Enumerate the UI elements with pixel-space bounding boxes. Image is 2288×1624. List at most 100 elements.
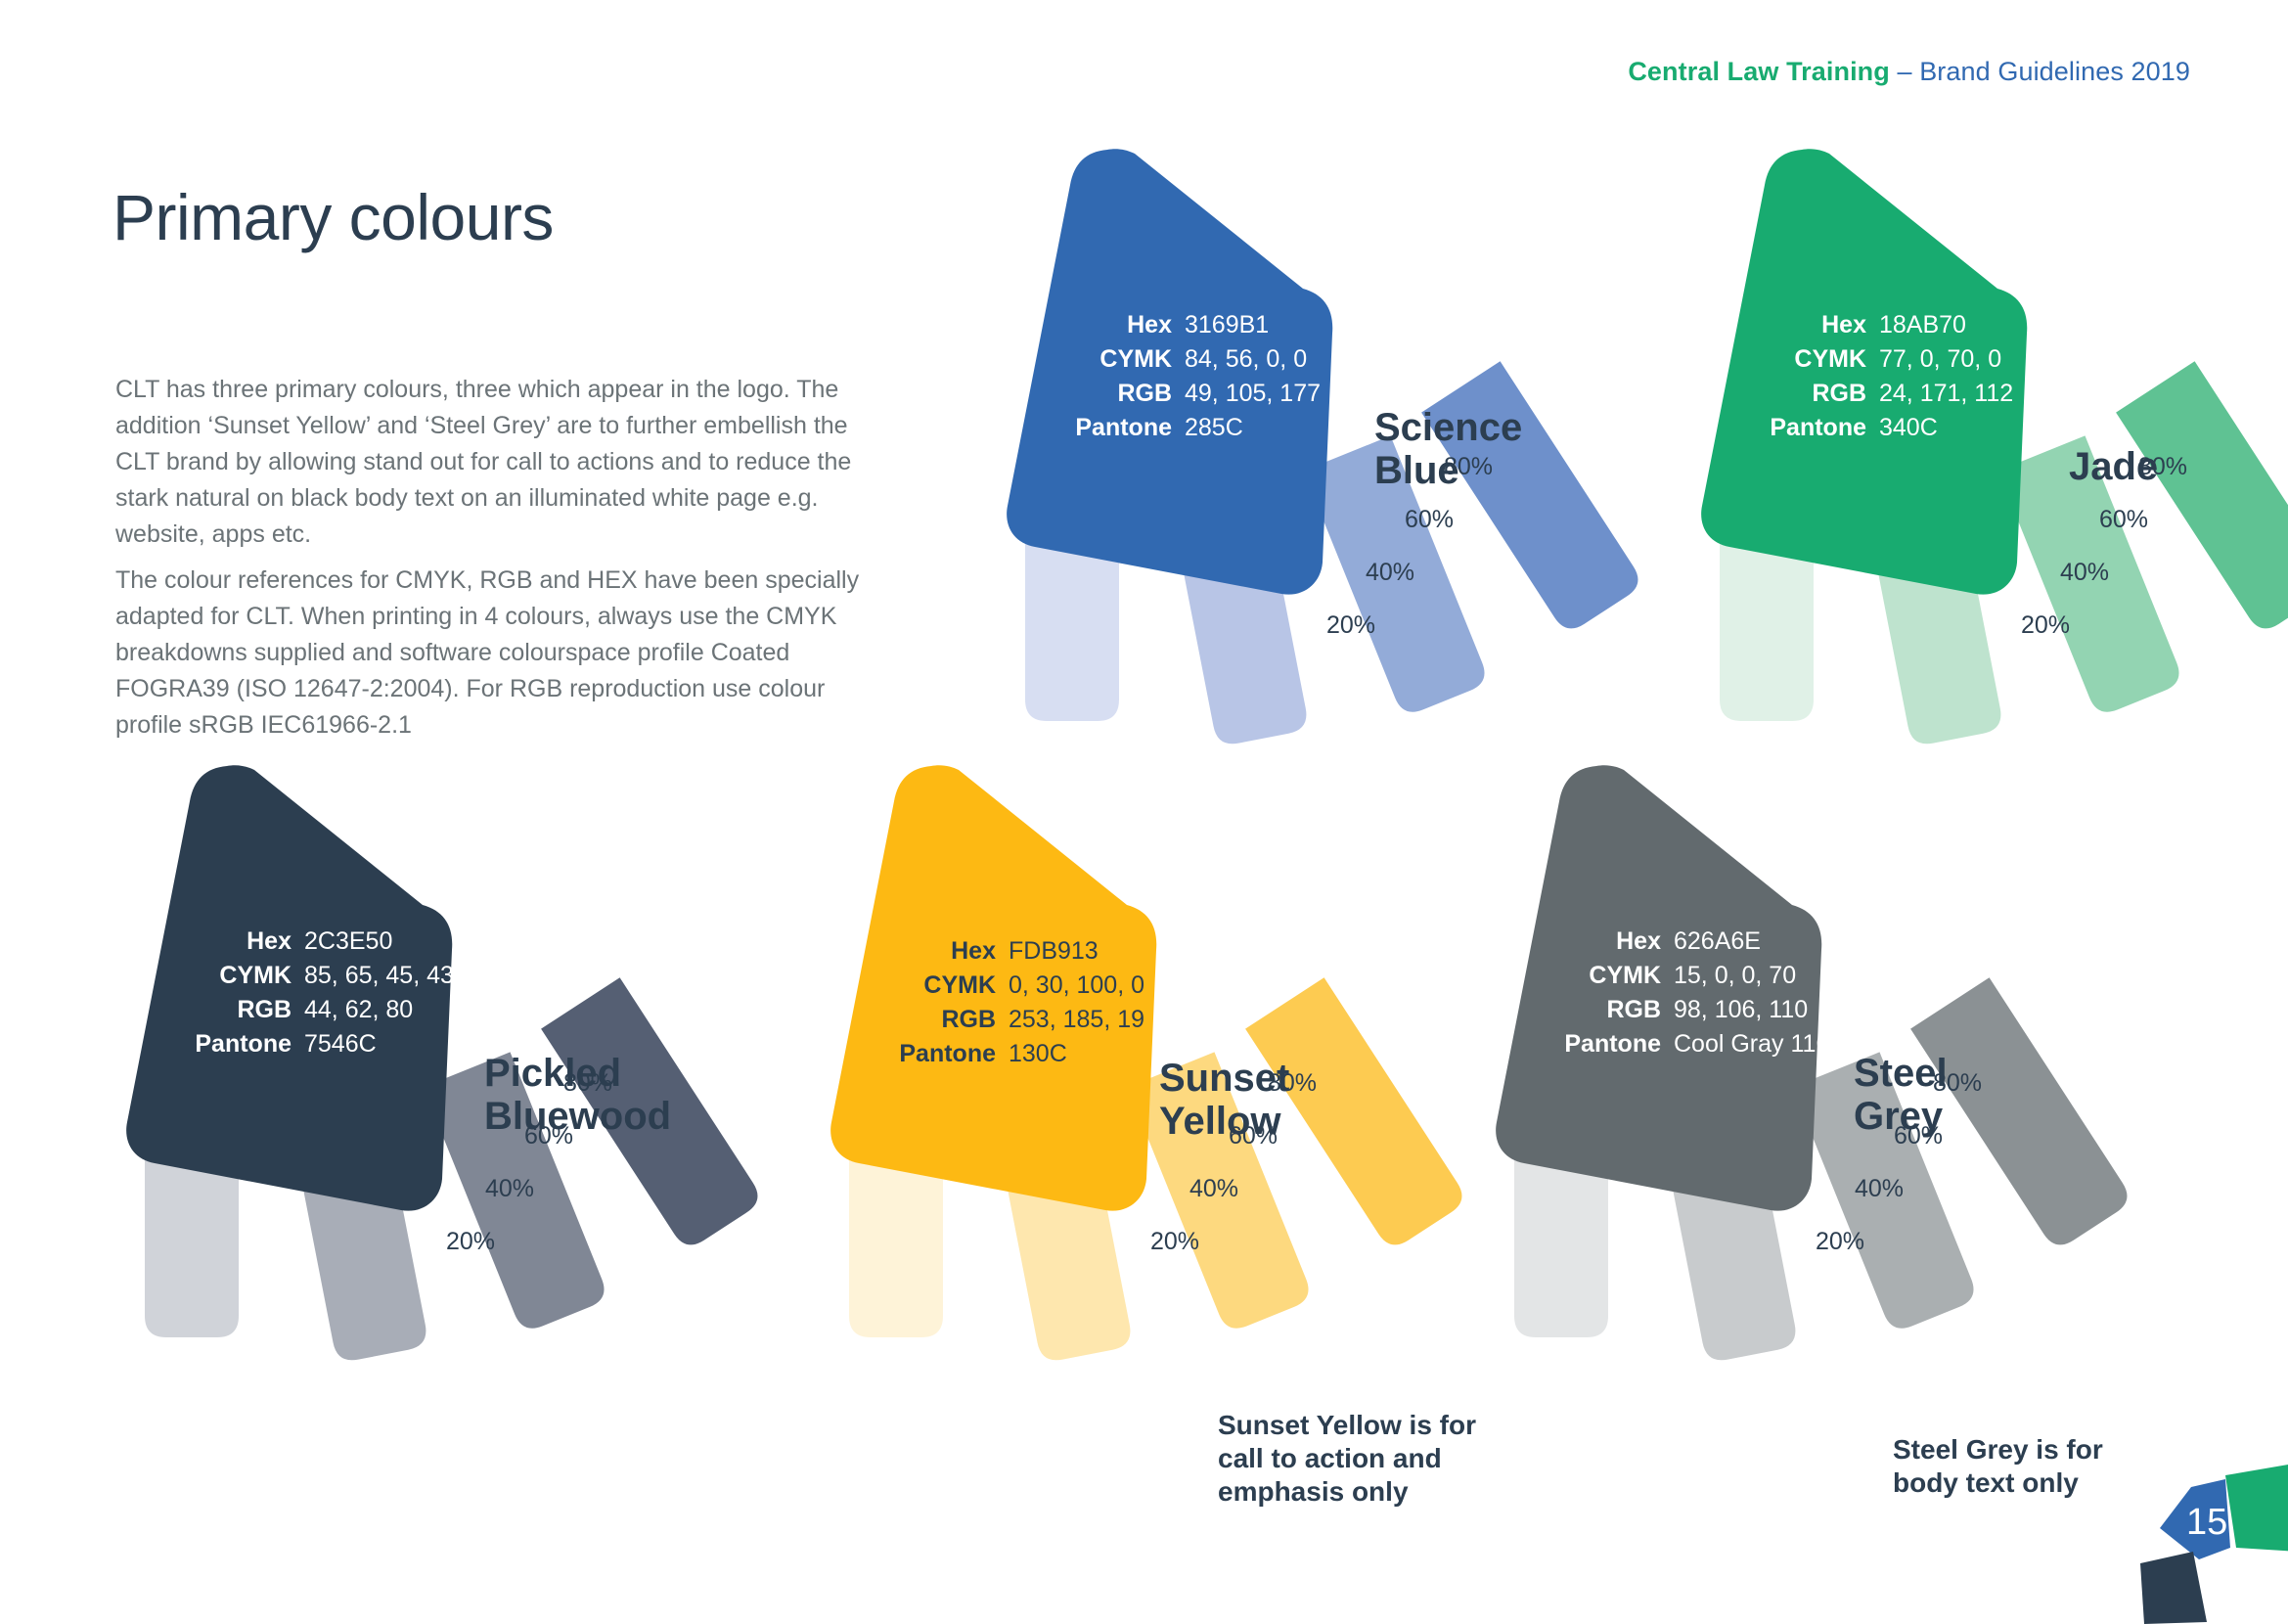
- spec-value-rgb: 253, 185, 19: [1009, 1006, 1145, 1033]
- spec-row-hex: Hex FDB913: [880, 934, 1144, 969]
- spec-key-cymk: CYMK: [1794, 345, 1866, 373]
- spec-row-cymk: CYMK 84, 56, 0, 0: [1056, 342, 1321, 377]
- tint-band: [1127, 1052, 1309, 1329]
- header-brand-name: Central Law Training: [1628, 57, 1890, 86]
- spec-value-rgb: 49, 105, 177: [1185, 380, 1322, 407]
- spec-key-rgb: RGB: [1117, 380, 1172, 407]
- spec-value-pantone: 130C: [1009, 1040, 1067, 1067]
- spec-value-pantone: 7546C: [304, 1030, 377, 1058]
- tint-label-80: 80%: [1444, 453, 1494, 480]
- spec-key-cymk: CYMK: [1589, 962, 1661, 989]
- spec-value-pantone: 340C: [1879, 414, 1938, 441]
- header-document-name: Brand Guidelines 2019: [1919, 57, 2190, 86]
- spec-value-cymk: 15, 0, 0, 70: [1674, 962, 1797, 989]
- colour-name: Jade: [2069, 445, 2159, 488]
- spec-key-cymk: CYMK: [1099, 345, 1172, 373]
- tint-band: [541, 977, 758, 1245]
- spec-row-rgb: RGB 44, 62, 80: [176, 993, 454, 1027]
- colour-group-steel: Hex 626A6E CYMK 15, 0, 0, 70 RGB 98, 106, 110…: [1477, 758, 2128, 1498]
- spec-key-hex: Hex: [951, 937, 996, 965]
- spec-value-rgb: 98, 106, 110: [1674, 996, 1809, 1023]
- tint-label-20: 20%: [1326, 611, 1376, 639]
- spec-row-hex: Hex 18AB70: [1751, 308, 2013, 342]
- primary-swatch: [1496, 765, 1822, 1211]
- spec-key-hex: Hex: [1821, 311, 1866, 338]
- spec-row-cymk: CYMK 85, 65, 45, 43: [176, 959, 454, 993]
- tint-label-40: 40%: [1189, 1175, 1239, 1202]
- colour-swatch-fan: [830, 765, 1462, 1361]
- colour-spec-table: Hex 3169B1 CYMK 84, 56, 0, 0 RGB 49, 105, 177…: [1056, 308, 1321, 445]
- spec-value-rgb: 44, 62, 80: [304, 996, 414, 1023]
- spec-row-hex: Hex 2C3E50: [176, 925, 454, 959]
- spec-row-rgb: RGB 49, 105, 177: [1056, 377, 1321, 411]
- spec-key-rgb: RGB: [1812, 380, 1866, 407]
- spec-row-rgb: RGB 253, 185, 19: [880, 1003, 1144, 1037]
- usage-note: Sunset Yellow is for call to action and em…: [1218, 1410, 1477, 1507]
- spec-row-cymk: CYMK 15, 0, 0, 70: [1546, 959, 1834, 993]
- colour-group-jade: Hex 18AB70 CYMK 77, 0, 70, 0 RGB 24, 171, 112…: [1682, 142, 2288, 768]
- badge-navy-shape: [2140, 1552, 2207, 1624]
- spec-row-hex: Hex 626A6E: [1546, 925, 1834, 959]
- spec-key-pantone: Pantone: [1770, 414, 1866, 441]
- colour-spec-table: Hex 2C3E50 CYMK 85, 65, 45, 43 RGB 44, 62, 80…: [176, 925, 454, 1061]
- colour-spec-table: Hex 18AB70 CYMK 77, 0, 70, 0 RGB 24, 171, 112…: [1751, 308, 2013, 445]
- tint-band: [1421, 361, 1638, 629]
- spec-value-cymk: 0, 30, 100, 0: [1009, 971, 1145, 999]
- tint-label-80: 80%: [2138, 453, 2188, 480]
- tint-band: [1997, 435, 2179, 712]
- colour-name: Sunset Yellow: [1159, 1057, 1290, 1143]
- colour-spec-table: Hex FDB913 CYMK 0, 30, 100, 0 RGB 253, 185, 1…: [880, 934, 1144, 1071]
- spec-key-cymk: CYMK: [923, 971, 996, 999]
- spec-value-hex: 3169B1: [1185, 311, 1270, 338]
- page-number: 15: [2186, 1502, 2228, 1543]
- colour-spec-table: Hex 626A6E CYMK 15, 0, 0, 70 RGB 98, 106, 110…: [1546, 925, 1834, 1061]
- spec-value-pantone: 285C: [1185, 414, 1243, 441]
- tint-band: [1245, 977, 1462, 1245]
- spec-key-rgb: RGB: [1606, 996, 1661, 1023]
- intro-paragraph-1: CLT has three primary colours, three whi…: [115, 376, 852, 548]
- colour-group-science: Hex 3169B1 CYMK 84, 56, 0, 0 RGB 49, 105, 177…: [988, 142, 1638, 768]
- tint-band: [2116, 361, 2288, 629]
- spec-key-rgb: RGB: [941, 1006, 996, 1033]
- page-number-badge: [2140, 1465, 2288, 1624]
- spec-value-cymk: 77, 0, 70, 0: [1879, 345, 2002, 373]
- tint-label-20: 20%: [446, 1228, 496, 1255]
- tint-band: [1910, 977, 2128, 1245]
- spec-row-cymk: CYMK 77, 0, 70, 0: [1751, 342, 2013, 377]
- spec-row-pantone: Pantone 340C: [1751, 411, 2013, 445]
- tint-label-20: 20%: [1150, 1228, 1200, 1255]
- tint-label-80: 80%: [563, 1069, 613, 1097]
- spec-key-pantone: Pantone: [899, 1040, 996, 1067]
- spec-row-rgb: RGB 24, 171, 112: [1751, 377, 2013, 411]
- tint-label-40: 40%: [1366, 559, 1415, 586]
- tint-label-80: 80%: [1933, 1069, 1983, 1097]
- colour-swatch-fan: [1701, 149, 2288, 744]
- page-header: Central Law Training – Brand Guidelines …: [1628, 57, 2190, 87]
- spec-key-pantone: Pantone: [1564, 1030, 1661, 1058]
- spec-row-hex: Hex 3169B1: [1056, 308, 1321, 342]
- tint-band: [1792, 1052, 1974, 1329]
- primary-swatch: [830, 765, 1157, 1211]
- tint-label-60: 60%: [2099, 506, 2149, 533]
- tint-band: [423, 1052, 605, 1329]
- colour-swatch-fan: [1496, 765, 2128, 1361]
- tint-label-60: 60%: [1229, 1122, 1279, 1150]
- header-separator: –: [1889, 57, 1920, 86]
- spec-row-rgb: RGB 98, 106, 110: [1546, 993, 1834, 1027]
- page-title: Primary colours: [112, 181, 554, 254]
- colour-group-pickled: Hex 2C3E50 CYMK 85, 65, 45, 43 RGB 44, 62, 80…: [108, 758, 758, 1384]
- tint-label-20: 20%: [1816, 1228, 1865, 1255]
- usage-note: Steel Grey is for body text only: [1893, 1434, 2103, 1498]
- spec-key-rgb: RGB: [237, 996, 292, 1023]
- spec-key-hex: Hex: [247, 927, 292, 955]
- spec-value-hex: FDB913: [1009, 937, 1099, 965]
- spec-value-cymk: 84, 56, 0, 0: [1185, 345, 1308, 373]
- tint-label-20: 20%: [2021, 611, 2071, 639]
- badge-blue-shape: [2160, 1479, 2230, 1559]
- primary-swatch: [1007, 149, 1333, 595]
- spec-key-pantone: Pantone: [195, 1030, 292, 1058]
- spec-value-hex: 626A6E: [1674, 927, 1761, 955]
- tint-label-80: 80%: [1268, 1069, 1318, 1097]
- spec-row-pantone: Pantone 285C: [1056, 411, 1321, 445]
- primary-swatch: [1701, 149, 2028, 595]
